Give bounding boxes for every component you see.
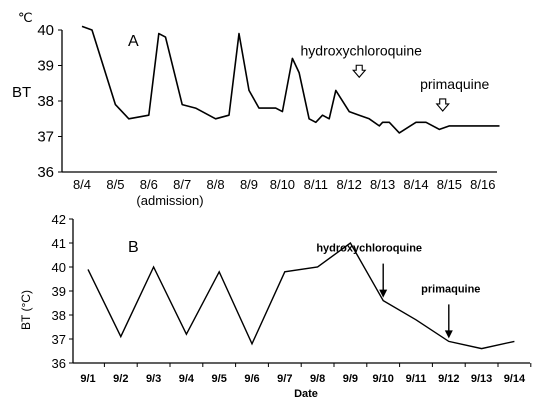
- panel-a-y-tick-label: 36: [37, 164, 54, 181]
- panel-a-x-tick-label: 8/15: [437, 177, 462, 192]
- panel-a-x-tick-label: 8/8: [207, 177, 225, 192]
- panel-b-annotation-arrow-head: [444, 330, 453, 339]
- panel-b-temperature-line: [87, 241, 515, 350]
- panel-a-x-tick-label: 8/4: [73, 177, 91, 192]
- panel-a: A ℃ BT (admission) 36 37 38 39 40 8/4 8/5 8/6 8/…: [12, 10, 500, 208]
- panel-b-x-tick-label: 9/5: [212, 373, 227, 385]
- panel-b-y-axis-label: BT (°C): [19, 290, 33, 330]
- panel-a-y-tick-label: 39: [37, 58, 54, 75]
- panel-a-x-tick-label: 8/16: [470, 177, 495, 192]
- panel-b-x-tick-label: 9/11: [406, 373, 427, 385]
- panel-b-annotation-label: hydroxychloroquine: [316, 243, 422, 255]
- panel-b-y-tick-label: 40: [52, 260, 66, 275]
- panel-b-x-tick-label: 9/9: [343, 373, 358, 385]
- panel-b-x-tick-label: 9/2: [113, 373, 128, 385]
- panel-a-unit-label: ℃: [18, 10, 33, 25]
- panel-b-x-tick-label: 9/1: [80, 373, 95, 385]
- panel-a-x-tick-label: 8/7: [173, 177, 191, 192]
- panel-b-x-tick-label: 9/3: [146, 373, 161, 385]
- panel-b-label: B: [128, 239, 139, 256]
- panel-a-temperature-line: [81, 25, 500, 134]
- panel-a-x-tick-label: 8/6: [140, 177, 158, 192]
- panel-b-x-tick-label: 9/4: [179, 373, 195, 385]
- panel-a-label: A: [128, 33, 139, 50]
- panel-b-x-tick-label: 9/8: [310, 373, 325, 385]
- panel-a-y-tick-label: 40: [37, 22, 54, 39]
- panel-b-x-tick-label: 9/14: [504, 373, 526, 385]
- panel-a-annotation-label: primaquine: [420, 76, 489, 92]
- panel-a-annotation-arrow: [435, 98, 450, 112]
- panel-a-admission-note: (admission): [136, 193, 203, 208]
- panel-b-x-axis-label: Date: [294, 388, 318, 400]
- panel-b-y-tick-label: 36: [52, 356, 66, 371]
- panel-a-x-tick-label: 8/5: [106, 177, 124, 192]
- panel-a-x-tick-label: 8/11: [304, 177, 328, 192]
- panel-b-x-tick-label: 9/7: [277, 373, 292, 385]
- panel-b-y-tick-label: 41: [52, 236, 66, 251]
- panel-b-x-tick-label: 9/6: [244, 373, 259, 385]
- panel-b-annotation-label: primaquine: [421, 283, 480, 295]
- panel-a-annotation-arrow: [352, 64, 367, 79]
- panel-b-x-tick-label: 9/10: [372, 373, 393, 385]
- panel-b: B BT (°C) Date 36 37 38 39 40 41 42 9/1 9/2 9/3 9/…: [19, 212, 532, 400]
- panel-a-y-axis-label: BT: [12, 84, 31, 101]
- panel-a-x-tick-label: 8/12: [337, 177, 362, 192]
- panel-b-y-tick-label: 38: [52, 308, 66, 323]
- panel-a-x-tick-label: 8/14: [403, 177, 428, 192]
- panel-a-x-tick-label: 8/10: [270, 177, 295, 192]
- panel-a-y-tick-label: 37: [37, 129, 54, 146]
- panel-b-x-tick-label: 9/13: [471, 373, 492, 385]
- panel-b-x-tick-label: 9/12: [438, 373, 459, 385]
- panel-b-y-tick-label: 39: [52, 284, 66, 299]
- panel-a-y-tick-label: 38: [37, 93, 54, 110]
- panel-a-x-tick-label: 8/13: [370, 177, 395, 192]
- panel-b-y-tick-label: 37: [52, 332, 66, 347]
- panel-b-annotation-arrow-head: [379, 289, 388, 298]
- panel-a-x-tick-label: 8/9: [240, 177, 258, 192]
- panel-b-y-tick-label: 42: [52, 212, 66, 227]
- panel-a-annotation-label: hydroxychloroquine: [301, 42, 423, 58]
